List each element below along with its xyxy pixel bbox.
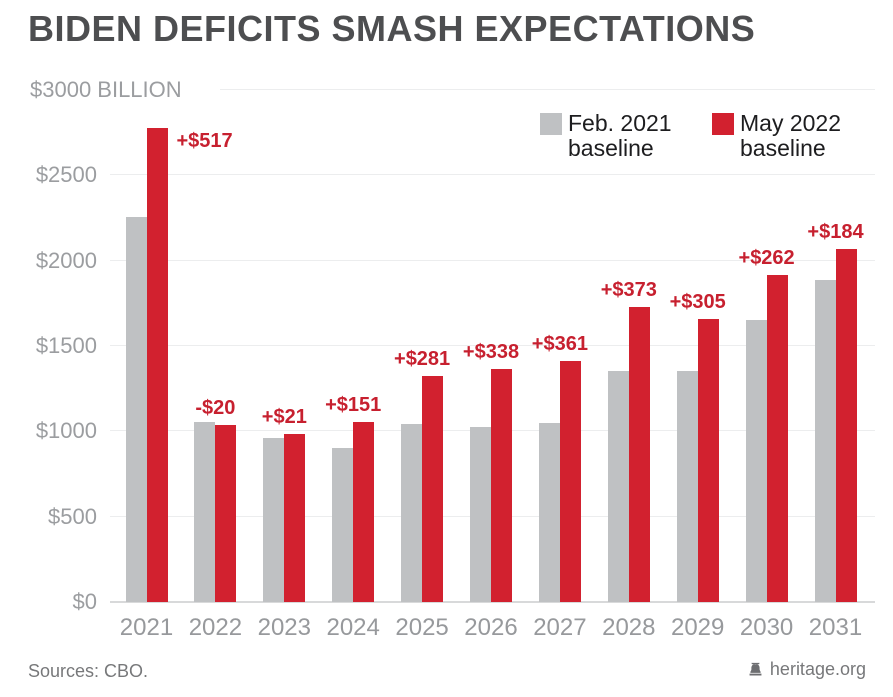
legend-swatch-icon xyxy=(712,113,734,135)
bar-feb-2021-2022 xyxy=(194,422,216,602)
bar-feb-2021-2023 xyxy=(263,438,285,602)
y-axis-label-500: $500 xyxy=(48,504,97,529)
bar-may-2022-2029 xyxy=(697,319,719,602)
x-axis-label-2028: 2028 xyxy=(602,614,656,641)
bar-may-2022-2027 xyxy=(559,361,581,602)
x-axis-label-2023: 2023 xyxy=(257,614,311,641)
brand-text: heritage.org xyxy=(769,659,866,679)
source-note: Sources: CBO. xyxy=(28,661,149,681)
diff-label-2027: +$361 xyxy=(531,333,588,355)
y-axis-label-1500: $1500 xyxy=(35,333,97,358)
bar-may-2022-2025 xyxy=(422,376,444,602)
diff-label-2026: +$338 xyxy=(462,341,520,363)
x-axis-label-2024: 2024 xyxy=(326,614,380,641)
bar-may-2022-2023 xyxy=(284,434,306,602)
gridline-1500 xyxy=(110,345,875,346)
bar-feb-2021-2030 xyxy=(745,320,767,602)
bar-feb-2021-2024 xyxy=(332,448,354,602)
diff-label-2030: +$262 xyxy=(738,247,795,269)
diff-label-2025: +$281 xyxy=(394,348,451,370)
gridline-2500 xyxy=(110,174,875,175)
diff-label-2028: +$373 xyxy=(600,279,657,301)
bar-feb-2021-2021 xyxy=(125,217,147,602)
bar-feb-2021-2028 xyxy=(607,371,629,602)
bar-may-2022-2030 xyxy=(766,275,788,602)
bar-feb-2021-2031 xyxy=(814,280,836,602)
y-axis-label-0: $0 xyxy=(72,589,97,614)
y-axis-label-1000: $1000 xyxy=(35,418,97,443)
diff-label-2023: +$21 xyxy=(261,406,307,428)
y-axis-label-2000: $2000 xyxy=(35,248,97,273)
bar-feb-2021-2026 xyxy=(470,427,491,602)
bar-may-2022-2031 xyxy=(835,249,857,602)
bar-may-2022-2024 xyxy=(353,422,375,602)
diff-label-2024: +$151 xyxy=(325,394,382,416)
x-axis-label-2030: 2030 xyxy=(739,614,794,641)
liberty-bell-icon xyxy=(749,662,762,676)
bar-may-2022-2026 xyxy=(491,369,512,602)
gridline-0 xyxy=(110,601,875,603)
brand: heritage.org xyxy=(747,659,866,680)
bar-may-2022-2021 xyxy=(146,128,168,602)
legend-label: May 2022 baseline xyxy=(740,110,842,161)
x-axis-label-2029: 2029 xyxy=(670,614,725,641)
bar-feb-2021-2029 xyxy=(676,371,698,602)
bar-may-2022-2022 xyxy=(215,425,237,602)
legend-label: Feb. 2021 baseline xyxy=(568,110,672,161)
diff-label-2029: +$305 xyxy=(669,291,726,313)
bar-feb-2021-2027 xyxy=(538,423,560,602)
chart-title: BIDEN DEFICITS SMASH EXPECTATIONS xyxy=(28,8,756,49)
y-axis-label-3000: $3000 BILLION xyxy=(30,77,182,102)
y-axis-label-2500: $2500 xyxy=(35,162,97,187)
bar-may-2022-2028 xyxy=(628,307,650,602)
x-axis-label-2027: 2027 xyxy=(533,614,587,641)
diff-label-2031: +$184 xyxy=(807,221,864,243)
x-axis-label-2021: 2021 xyxy=(119,614,174,641)
legend-swatch-icon xyxy=(540,113,562,135)
x-axis-label-2025: 2025 xyxy=(395,614,449,641)
gridline-2000 xyxy=(110,260,875,261)
x-axis-label-2031: 2031 xyxy=(808,614,863,641)
x-axis-label-2022: 2022 xyxy=(188,614,243,641)
gridline-3000 xyxy=(220,89,875,90)
diff-label-2022: -$20 xyxy=(195,397,236,419)
x-axis-label-2026: 2026 xyxy=(464,614,518,641)
bar-feb-2021-2025 xyxy=(401,424,423,602)
diff-label-2021: +$517 xyxy=(176,130,233,152)
